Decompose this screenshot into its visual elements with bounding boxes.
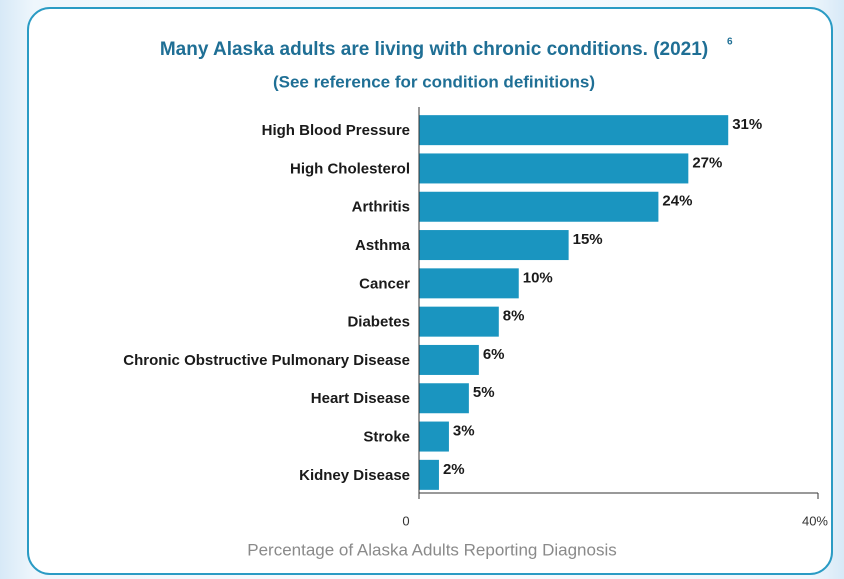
title-footnote: 6 [727,37,733,48]
chart-title: Many Alaska adults are living with chron… [160,39,708,60]
category-label: Diabetes [347,314,410,331]
value-label: 27% [692,154,722,171]
bar [419,383,469,414]
x-tick-label: 0 [402,513,409,528]
category-label: Arthritis [352,199,410,216]
value-label: 24% [662,193,692,210]
value-label: 3% [453,423,475,440]
x-tick-label: 40% [802,513,828,528]
value-label: 10% [523,269,553,286]
value-label: 2% [443,461,465,478]
bar [419,268,519,299]
chart-subtitle: (See reference for condition definitions… [273,72,595,91]
bar [419,153,689,184]
bar [419,459,439,490]
bar [419,230,569,261]
value-label: 31% [732,116,762,133]
x-axis-label: Percentage of Alaska Adults Reporting Di… [247,540,617,559]
category-label: Cancer [359,275,410,292]
value-label: 5% [473,384,495,401]
category-label: High Cholesterol [290,160,410,177]
category-label: Stroke [363,429,410,446]
value-label: 8% [503,308,525,325]
value-label: 6% [483,346,505,363]
bar [419,344,479,375]
category-label: Kidney Disease [299,467,410,484]
bar [419,306,499,337]
category-label: Chronic Obstructive Pulmonary Disease [123,352,410,369]
category-label: High Blood Pressure [262,122,410,139]
category-label: Asthma [355,237,411,254]
category-label: Heart Disease [311,390,410,407]
value-label: 15% [573,231,603,248]
bar [419,421,449,452]
bar [419,115,729,146]
bar [419,191,659,222]
